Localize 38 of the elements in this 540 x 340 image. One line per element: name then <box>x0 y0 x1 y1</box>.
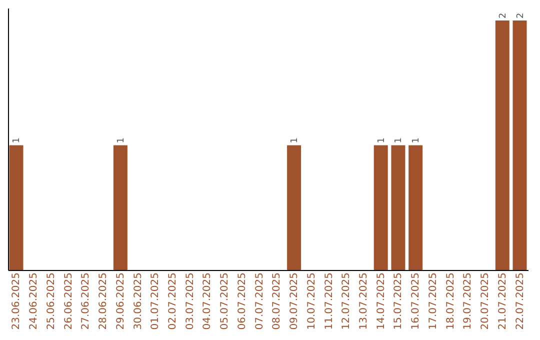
x-tick-label: 07.07.2025 <box>254 272 266 330</box>
x-tick-label: 06.07.2025 <box>236 272 248 330</box>
x-tick-label: 26.06.2025 <box>63 272 74 330</box>
data-label: 1 <box>376 138 387 144</box>
x-tick-label: 10.07.2025 <box>306 272 318 330</box>
x-tick-label: 03.07.2025 <box>184 272 196 330</box>
data-label: 1 <box>116 138 126 144</box>
x-tick-label: 23.06.2025 <box>11 272 22 330</box>
data-label: 1 <box>290 138 300 144</box>
x-tick-label: 05.07.2025 <box>220 272 231 330</box>
x-tick-label: 21.07.2025 <box>497 272 508 330</box>
x-tick-label: 15.07.2025 <box>393 272 404 330</box>
x-tick-label: 12.07.2025 <box>341 272 352 330</box>
x-tick-label: 14.07.2025 <box>376 272 387 330</box>
x-tick-label: 28.06.2025 <box>98 272 110 330</box>
data-label: 1 <box>12 138 22 144</box>
data-label: 2 <box>516 12 526 18</box>
x-tick-label: 19.07.2025 <box>462 272 474 330</box>
x-tick-label: 11.07.2025 <box>324 272 335 330</box>
data-label: 1 <box>412 138 422 144</box>
x-tick-label: 17.07.2025 <box>428 272 439 330</box>
data-label: 1 <box>394 138 404 144</box>
x-tick-label: 09.07.2025 <box>289 272 300 330</box>
x-tick-label: 08.07.2025 <box>272 272 283 330</box>
x-tick-label: 13.07.2025 <box>358 272 370 330</box>
x-tick-label: 25.06.2025 <box>46 272 57 330</box>
x-tick-label: 04.07.2025 <box>202 272 214 330</box>
x-tick-label: 24.06.2025 <box>28 272 40 330</box>
x-tick-label: 18.07.2025 <box>445 272 456 330</box>
data-label: 2 <box>498 12 508 18</box>
x-tick-label: 01.07.2025 <box>150 272 162 330</box>
x-tick-label: 22.07.2025 <box>514 272 526 330</box>
x-tick-label: 29.06.2025 <box>115 272 126 330</box>
x-tick-label: 16.07.2025 <box>410 272 422 330</box>
x-tick-label: 02.07.2025 <box>168 272 179 330</box>
x-tick-label: 27.06.2025 <box>80 272 92 330</box>
x-tick-label: 20.07.2025 <box>480 272 492 330</box>
x-tick-label: 30.06.2025 <box>132 272 144 330</box>
